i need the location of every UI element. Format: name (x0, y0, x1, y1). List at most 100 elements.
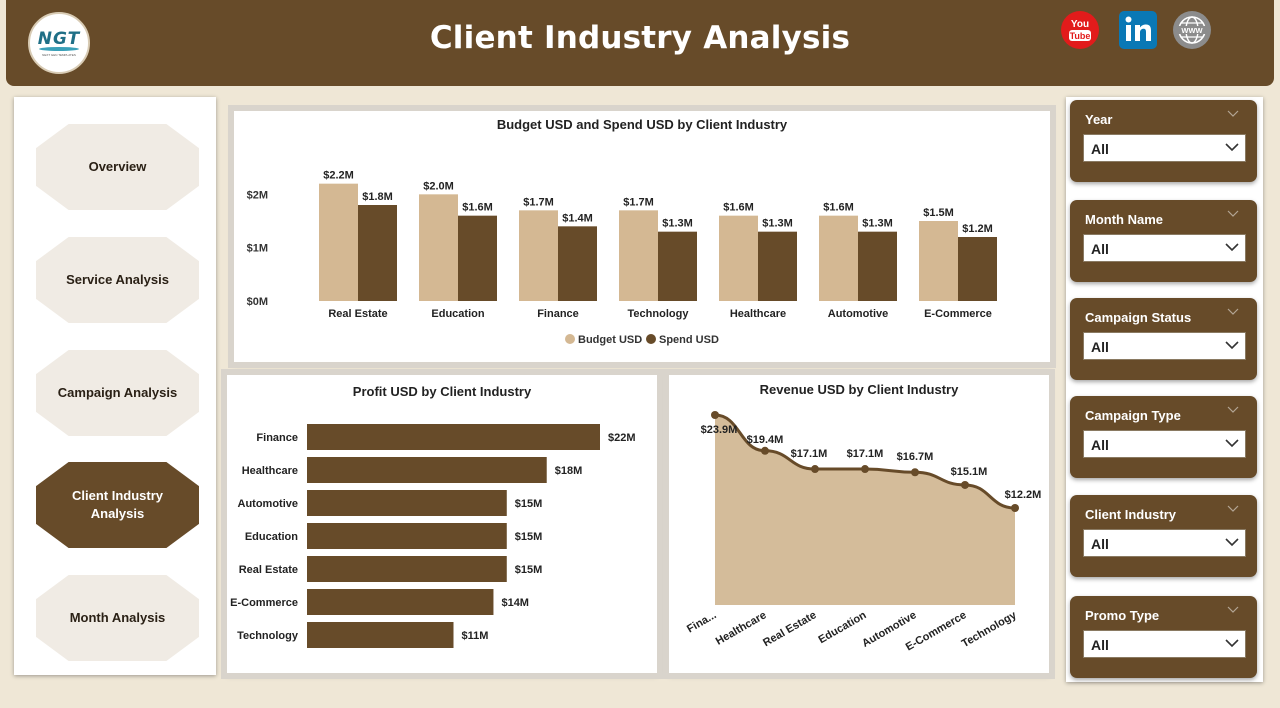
nav-month-analysis-button[interactable]: Month Analysis (36, 575, 199, 661)
y-axis-tick-label: E-Commerce (230, 597, 298, 609)
filter-campaign-status-value: All (1091, 339, 1109, 355)
legend-marker-budget (565, 334, 575, 344)
chevron-down-icon (1225, 538, 1239, 547)
data-point (711, 411, 719, 419)
filter-promo-type: Promo Type All (1070, 596, 1257, 678)
data-label: $22M (608, 432, 636, 444)
chevron-down-icon[interactable] (1227, 110, 1239, 117)
chevron-down-icon[interactable] (1227, 505, 1239, 512)
filter-month-name-dropdown[interactable]: All (1083, 234, 1246, 262)
revenue-chart-title: Revenue USD by Client Industry (759, 382, 959, 397)
nav-client-industry-analysis-button[interactable]: Client Industry Analysis (36, 462, 199, 548)
data-label: $1.3M (862, 218, 893, 230)
filter-client-industry: Client Industry All (1070, 495, 1257, 577)
profit-chart-card[interactable]: Profit USD by Client Industry Finance $22… (227, 375, 657, 673)
chevron-down-icon (1225, 639, 1239, 648)
x-axis-tick-label: Technology (628, 308, 690, 320)
bar-profit (307, 523, 507, 549)
navigation-panel: Overview Service Analysis Campaign Analy… (14, 97, 216, 675)
x-axis-tick-label: Automotive (828, 308, 889, 320)
legend-label: Spend USD (659, 334, 719, 346)
data-label: $16.7M (897, 451, 934, 463)
x-axis-tick-label: Fina... (685, 609, 719, 635)
filter-year-value: All (1091, 141, 1109, 157)
bar-profit (307, 457, 547, 483)
svg-text:WWW: WWW (1181, 26, 1203, 35)
x-axis-tick-label: Education (431, 308, 484, 320)
bar-profit (307, 556, 507, 582)
data-point (761, 446, 769, 455)
data-label: $1.3M (662, 218, 693, 230)
filter-promo-type-value: All (1091, 637, 1109, 653)
youtube-icon[interactable]: You Tube (1060, 10, 1100, 50)
data-point (911, 468, 919, 477)
filter-promo-type-dropdown[interactable]: All (1083, 630, 1246, 658)
y-axis-tick-label: Technology (237, 630, 299, 642)
data-label: $15M (515, 564, 543, 576)
logo-text: NGT (37, 29, 81, 49)
filter-client-industry-dropdown[interactable]: All (1083, 529, 1246, 557)
bar-budget (419, 194, 458, 301)
y-axis-tick-label: Real Estate (239, 564, 298, 576)
filter-campaign-type: Campaign Type All (1070, 396, 1257, 478)
data-label: $17.1M (791, 448, 828, 460)
filter-month-name: Month Name All (1070, 200, 1257, 282)
chevron-down-icon[interactable] (1227, 308, 1239, 315)
filter-client-industry-value: All (1091, 536, 1109, 552)
filter-campaign-type-dropdown[interactable]: All (1083, 430, 1246, 458)
data-point (1011, 504, 1019, 513)
data-label: $15M (515, 531, 543, 543)
bar-budget (719, 215, 758, 301)
chevron-down-icon (1225, 143, 1239, 152)
data-label: $1.2M (962, 223, 993, 235)
filter-year-dropdown[interactable]: All (1083, 134, 1246, 162)
data-label: $1.7M (623, 196, 654, 208)
data-label: $2.0M (423, 180, 454, 192)
data-label: $14M (501, 597, 529, 609)
filter-year-label: Year (1085, 112, 1113, 127)
data-label: $12.2M (1005, 489, 1042, 501)
chevron-down-icon (1225, 243, 1239, 252)
bar-spend (958, 237, 997, 301)
linkedin-icon[interactable] (1118, 10, 1158, 50)
bar-budget (919, 221, 958, 301)
nav-service-analysis-button[interactable]: Service Analysis (36, 237, 199, 323)
bar-profit (307, 589, 494, 615)
nav-campaign-analysis-button[interactable]: Campaign Analysis (36, 350, 199, 436)
revenue-chart-card[interactable]: Revenue USD by Client Industry $23.9M Fin… (669, 375, 1049, 673)
x-axis-tick-label: E-Commerce (924, 308, 992, 320)
globe-icon[interactable]: WWW (1172, 10, 1212, 50)
svg-text:You: You (1071, 19, 1089, 30)
data-label: $2.2M (323, 170, 354, 182)
y-axis-tick-label: Education (245, 531, 298, 543)
logo-subtext: NEXT GEN TEMPLATES (42, 53, 76, 57)
revenue-area (715, 415, 1015, 605)
bar-budget (519, 210, 558, 301)
bar-profit (307, 424, 600, 450)
revenue-chart: $23.9M Fina... $19.4M Healthcare $17.1M Real … (685, 411, 1042, 654)
data-label: $18M (555, 465, 583, 477)
data-point (811, 465, 819, 474)
chevron-down-icon[interactable] (1227, 210, 1239, 217)
bar-spend (358, 205, 397, 301)
data-label: $1.5M (923, 207, 954, 219)
bar-budget (619, 210, 658, 301)
legend-marker-spend (646, 334, 656, 344)
chevron-down-icon (1225, 341, 1239, 350)
filter-campaign-status-dropdown[interactable]: All (1083, 332, 1246, 360)
budget-spend-chart-title: Budget USD and Spend USD by Client Indus… (496, 117, 788, 132)
logo-swoosh (39, 47, 79, 51)
nav-overview-button[interactable]: Overview (36, 124, 199, 210)
chevron-down-icon[interactable] (1227, 606, 1239, 613)
chevron-down-icon[interactable] (1227, 406, 1239, 413)
filter-campaign-type-value: All (1091, 437, 1109, 453)
y-axis-tick-label: $1M (247, 243, 268, 255)
data-label: $1.8M (362, 191, 393, 203)
filter-campaign-type-label: Campaign Type (1085, 408, 1181, 423)
bar-profit (307, 490, 507, 516)
ngt-logo[interactable]: NGT NEXT GEN TEMPLATES (28, 12, 90, 74)
data-label: $11M (462, 630, 489, 642)
profit-chart-title: Profit USD by Client Industry (352, 384, 532, 399)
x-axis-tick-label: Healthcare (730, 308, 786, 320)
budget-spend-chart-card[interactable]: Budget USD and Spend USD by Client Indus… (234, 111, 1050, 362)
